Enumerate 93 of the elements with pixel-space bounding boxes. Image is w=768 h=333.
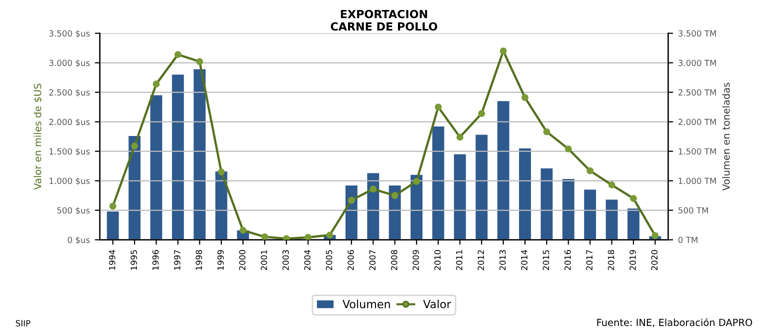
y-tick-label: 1.000 $us (50, 178, 90, 186)
bar (367, 173, 380, 240)
point (543, 128, 550, 136)
x-tick-label: 2018 (608, 250, 614, 270)
point (652, 232, 659, 240)
point (174, 51, 182, 58)
bar (562, 179, 574, 240)
y-tick-label: 2.500 $us (49, 89, 90, 97)
bar (128, 136, 141, 240)
point (218, 168, 225, 176)
y2-tick-label: 3.000 TM (678, 60, 716, 66)
x-tick-label: 2014 (521, 250, 528, 270)
x-tick-label: 2020 (651, 250, 658, 270)
y2-axis-title: Volumen en toneladas (722, 82, 730, 191)
bar (584, 190, 596, 240)
point (326, 232, 334, 239)
legend-label: Valor (423, 300, 452, 308)
point (348, 196, 355, 204)
bar (388, 185, 401, 240)
x-tick-label: 2012 (478, 250, 484, 270)
bar (432, 126, 444, 240)
y2-tick-label: 2.500 TM (678, 89, 716, 96)
x-tick-label: 2003 (282, 250, 289, 270)
bar (194, 69, 206, 240)
x-tick-label: 1995 (130, 250, 137, 270)
point (109, 202, 116, 210)
y2-tick-label: 0 TM (678, 236, 698, 244)
x-tick-label: 2000 (239, 250, 246, 270)
y-tick-label: 3.500 $us (49, 30, 90, 38)
bar (172, 74, 184, 240)
point (456, 134, 464, 141)
point (522, 94, 528, 102)
point (630, 194, 637, 202)
y-tick-label: 2.000 $us (49, 118, 90, 126)
x-tick-label: 2010 (434, 250, 441, 270)
bar (454, 154, 466, 240)
x-tick-label: 1999 (217, 250, 224, 270)
point (434, 104, 442, 111)
point (500, 48, 507, 54)
bar (106, 211, 119, 240)
x-tick-label: 1998 (196, 250, 202, 270)
y2-tick-label: 500 TM (678, 207, 708, 214)
point (370, 186, 377, 192)
point (564, 145, 572, 152)
x-tick-label: 2006 (348, 250, 354, 270)
y2-tick-label: 1.500 TM (678, 148, 716, 155)
x-tick-label: 1994 (108, 250, 116, 270)
bar (345, 185, 358, 240)
point (261, 233, 268, 240)
x-tick-label: 2019 (630, 250, 636, 270)
y-tick-label: 3.000 $us (49, 60, 90, 68)
point (304, 234, 312, 240)
point (240, 226, 246, 234)
point (608, 181, 616, 188)
point (586, 167, 594, 174)
point (131, 142, 138, 150)
x-tick-label: 2016 (564, 250, 571, 270)
y-tick-label: 500 $us (57, 207, 90, 215)
bar (519, 148, 531, 240)
bar (606, 200, 618, 240)
x-tick-label: 1997 (174, 250, 180, 270)
x-tick-label: 2008 (390, 250, 398, 270)
bar (497, 101, 510, 240)
x-tick-label: 2004 (304, 250, 310, 270)
y2-tick-label: 3.500 TM (678, 30, 716, 37)
bar (627, 208, 640, 240)
bar (410, 174, 423, 240)
x-tick-label: 2011 (456, 250, 462, 270)
point (413, 178, 420, 185)
x-tick-label: 2013 (499, 250, 506, 270)
x-tick-label: 2015 (542, 250, 550, 270)
legend-label: Volumen (342, 300, 390, 308)
point (391, 192, 398, 199)
y2-tick-label: 1.000 TM (678, 178, 716, 184)
x-tick-label: 2009 (412, 250, 419, 270)
text: SIIP (16, 320, 30, 326)
source-note: Fuente: INE, Elaboración DAPRO (597, 318, 752, 328)
x-tick-label: 1996 (152, 250, 159, 270)
y-axis-title: Valor en miles de $US (34, 84, 43, 190)
x-tick-label: 2017 (586, 250, 592, 270)
y2-tick-label: 2.000 TM (678, 118, 716, 126)
x-tick-label: 2007 (369, 250, 376, 270)
point (478, 110, 486, 117)
chart-title: EXPORTACION CARNE DE POLLO (330, 10, 438, 31)
x-tick-label: 2001 (260, 250, 268, 270)
bar (150, 95, 162, 240)
x-tick-label: 2005 (326, 250, 332, 270)
bar (540, 168, 553, 240)
point (196, 58, 204, 66)
point (152, 80, 160, 88)
y-tick-label: 0 $us (68, 236, 90, 244)
bar (476, 134, 488, 240)
y-tick-label: 1.500 $us (50, 148, 90, 156)
